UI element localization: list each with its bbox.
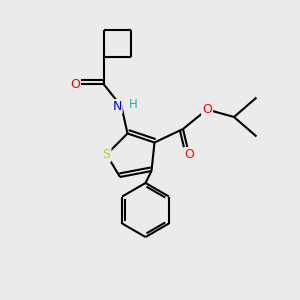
Text: H: H (128, 98, 137, 112)
Text: O: O (70, 77, 80, 91)
Text: S: S (103, 148, 110, 161)
Text: N: N (112, 100, 122, 113)
Text: O: O (202, 103, 212, 116)
Text: O: O (184, 148, 194, 161)
